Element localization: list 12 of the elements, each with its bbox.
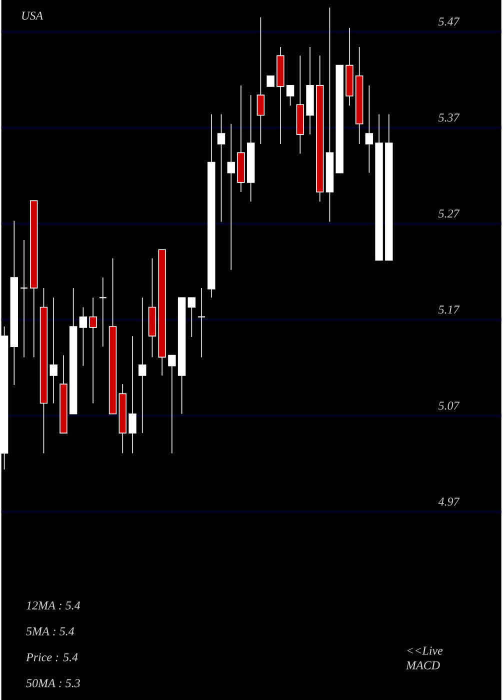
- annotation: 50MA : 5.3: [26, 679, 80, 688]
- y-tick-label: 5.17: [438, 306, 460, 314]
- y-tick-label: 5.07: [438, 402, 460, 410]
- annotation: Price : 5.4: [26, 653, 78, 662]
- y-tick-label: 5.37: [438, 114, 460, 122]
- annotation: 12MA : 5.4: [26, 601, 80, 610]
- y-tick-label: 5.27: [438, 210, 460, 218]
- annotation: 5MA : 5.4: [26, 627, 74, 636]
- text: <<Live MACD: [406, 646, 443, 670]
- annotation: USA: [22, 12, 44, 20]
- y-tick-label: 5.47: [438, 18, 460, 26]
- y-tick-label: 4.97: [438, 498, 460, 506]
